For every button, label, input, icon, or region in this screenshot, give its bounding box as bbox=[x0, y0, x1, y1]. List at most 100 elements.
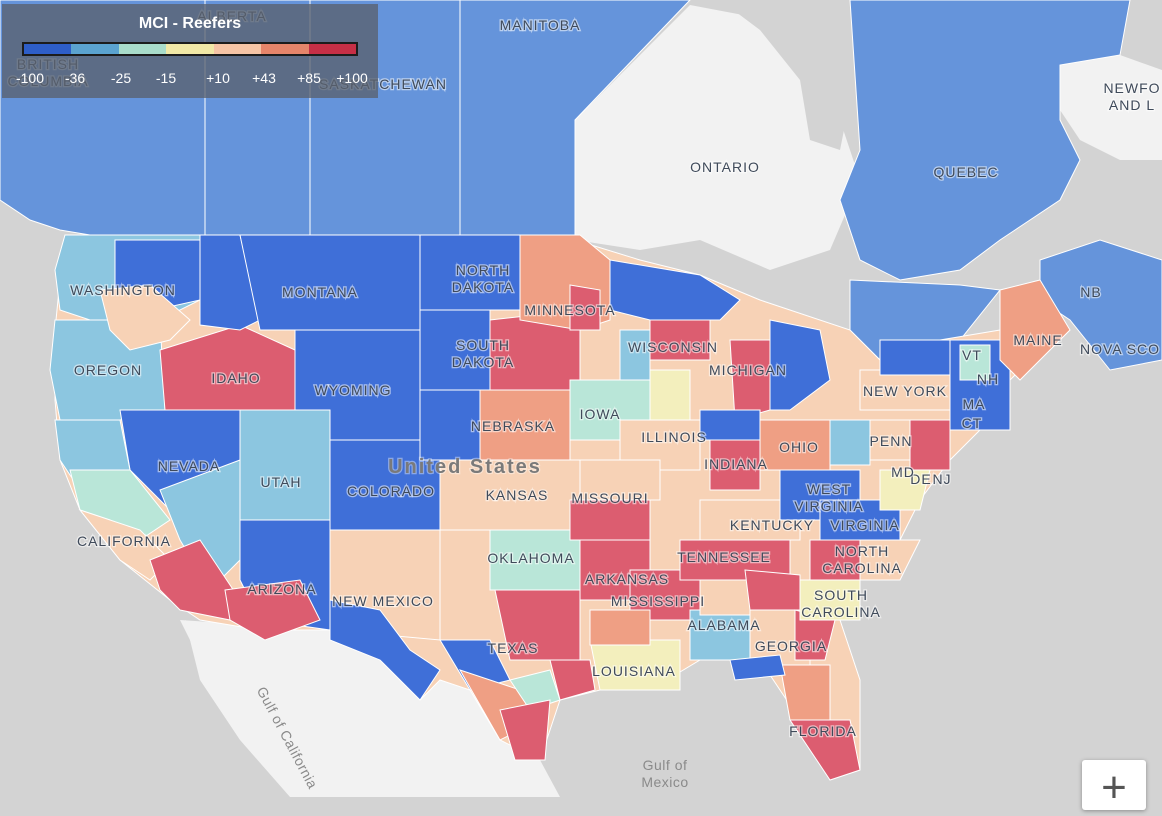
label-manitoba: MANITOBA bbox=[500, 17, 581, 33]
region-arizona-south bbox=[224, 579, 321, 641]
label-mississippi: MISSISSIPPI bbox=[611, 593, 705, 609]
legend-tick: +100 bbox=[336, 70, 368, 86]
label-north-dakota: NORTH DAKOTA bbox=[452, 262, 515, 295]
label-nevada: NEVADA bbox=[158, 458, 221, 474]
label-wisconsin: WISCONSIN bbox=[628, 339, 718, 355]
label-illinois: ILLINOIS bbox=[641, 429, 707, 445]
region-kentucky bbox=[699, 499, 801, 541]
label-gulf-of-mexico: Gulf of Mexico bbox=[641, 757, 688, 790]
label-nb: NB bbox=[1080, 284, 1101, 300]
label-florida: FLORIDA bbox=[789, 723, 857, 739]
label-nj: NJ bbox=[932, 471, 951, 487]
region-missouri-south bbox=[569, 499, 651, 541]
label-utah: UTAH bbox=[260, 474, 301, 490]
region-panhandle bbox=[729, 654, 786, 681]
legend-seg-7 bbox=[308, 44, 356, 54]
legend-tick: -15 bbox=[155, 70, 177, 86]
region-penn-west bbox=[829, 419, 871, 466]
zoom-in-button[interactable]: + bbox=[1082, 760, 1146, 812]
legend-seg-1 bbox=[24, 44, 72, 54]
label-new-york: NEW YORK bbox=[863, 383, 947, 399]
legend-tick: +43 bbox=[252, 70, 276, 86]
label-iowa: IOWA bbox=[580, 406, 621, 422]
label-tennessee: TENNESSEE bbox=[677, 549, 771, 565]
region-missouri bbox=[579, 459, 661, 501]
reefer-market-map[interactable]: BRITISHCOLUMBIAALBERTASASKATCHEWANMANITO… bbox=[0, 0, 1162, 797]
region-michigan bbox=[729, 339, 771, 421]
label-alabama: ALABAMA bbox=[687, 617, 760, 633]
label-north-carolina: NORTH CAROLINA bbox=[822, 543, 902, 576]
region-vermont bbox=[959, 344, 991, 381]
label-oregon: OREGON bbox=[74, 362, 142, 378]
label-maine: MAINE bbox=[1013, 332, 1062, 348]
region-houston bbox=[549, 659, 596, 701]
label-california: CALIFORNIA bbox=[77, 533, 171, 549]
region-utah bbox=[239, 409, 331, 521]
legend-seg-4 bbox=[166, 44, 214, 54]
label-ma: MA bbox=[963, 396, 986, 412]
label-south-carolina: SOUTH CAROLINA bbox=[801, 587, 881, 620]
legend-tick: +10 bbox=[206, 70, 230, 86]
label-kentucky: KENTUCKY bbox=[730, 517, 814, 533]
label-ontario: ONTARIO bbox=[690, 159, 760, 175]
hudson-bay bbox=[720, 0, 860, 150]
label-colorado: COLORADO bbox=[347, 483, 435, 499]
label-ohio: OHIO bbox=[779, 439, 819, 455]
legend-tick: -100 bbox=[15, 70, 45, 86]
label-idaho: IDAHO bbox=[211, 370, 260, 386]
label-nova-scotia: NOVA SCO bbox=[1080, 341, 1160, 357]
label-united-states: United States bbox=[388, 456, 542, 478]
label-missouri: MISSOURI bbox=[571, 490, 648, 506]
label-kansas: KANSAS bbox=[486, 487, 549, 503]
region-louisiana-north bbox=[589, 609, 651, 646]
legend: MCI - Reefers -100 -36 -25 -15 +10 +43 +… bbox=[2, 4, 378, 98]
label-minnesota: MINNESOTA bbox=[524, 302, 615, 318]
legend-tick: +85 bbox=[297, 70, 321, 86]
label-washington: WASHINGTON bbox=[70, 282, 176, 298]
region-texas-gulf bbox=[499, 699, 551, 761]
region-montana bbox=[239, 234, 421, 331]
region-michigan-east bbox=[769, 319, 831, 411]
legend-seg-2 bbox=[71, 44, 119, 54]
region-florida-north bbox=[779, 664, 831, 721]
region-indiana-north bbox=[699, 409, 761, 441]
label-texas: TEXAS bbox=[488, 640, 539, 656]
label-penn: PENN bbox=[870, 433, 913, 449]
label-michigan: MICHIGAN bbox=[709, 362, 787, 378]
legend-title: MCI - Reefers bbox=[138, 15, 242, 32]
label-oklahoma: OKLAHOMA bbox=[487, 550, 574, 566]
legend-tick: -36 bbox=[64, 70, 86, 86]
label-georgia: GEORGIA bbox=[755, 638, 827, 654]
label-ct: CT bbox=[962, 415, 983, 431]
baja-california bbox=[185, 620, 320, 797]
legend-seg-3 bbox=[118, 44, 167, 54]
region-atlanta bbox=[744, 569, 801, 611]
label-montana: MONTANA bbox=[282, 284, 358, 300]
label-new-mexico: NEW MEXICO bbox=[332, 593, 434, 609]
label-newfoundland: NEWFO AND L bbox=[1103, 80, 1160, 113]
region-minnesota-east bbox=[569, 284, 601, 331]
ontario-land bbox=[575, 5, 860, 270]
region-manitoba bbox=[459, 0, 691, 241]
legend-tick: -25 bbox=[110, 70, 132, 86]
label-virginia: VIRGINIA bbox=[830, 517, 899, 533]
label-west-virginia: WEST VIRGINIA bbox=[794, 481, 863, 514]
label-de: DE bbox=[910, 471, 931, 487]
label-wyoming: WYOMING bbox=[315, 382, 392, 398]
legend-color-bar bbox=[22, 42, 358, 56]
label-arkansas: ARKANSAS bbox=[585, 571, 669, 587]
legend-seg-6 bbox=[261, 44, 309, 54]
region-illinois-south bbox=[619, 419, 701, 471]
region-nm-east bbox=[329, 599, 441, 701]
region-wisconsin-west bbox=[619, 329, 651, 381]
region-quebec bbox=[839, 0, 1131, 281]
label-south-dakota: SOUTH DAKOTA bbox=[452, 337, 515, 370]
region-ny-north bbox=[879, 339, 951, 376]
label-vt: VT bbox=[962, 347, 982, 363]
label-md: MD bbox=[891, 464, 915, 480]
region-nevada-south bbox=[159, 459, 241, 591]
label-nh: NH bbox=[977, 371, 999, 387]
label-indiana: INDIANA bbox=[704, 456, 768, 472]
region-upper-peninsula bbox=[609, 259, 741, 321]
newfoundland-land bbox=[1060, 55, 1162, 160]
